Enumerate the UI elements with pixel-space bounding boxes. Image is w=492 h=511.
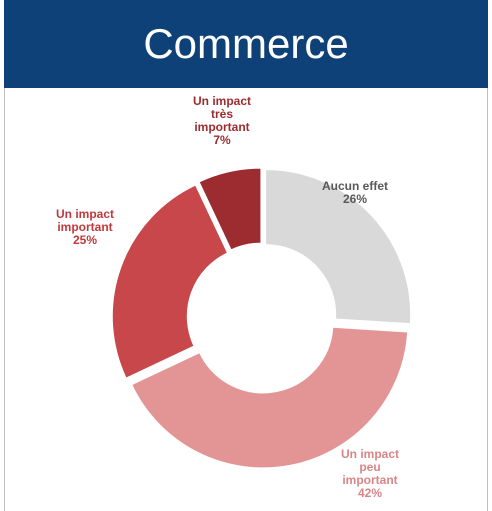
- slice-value: 25%: [72, 233, 98, 247]
- donut-slice: [131, 326, 409, 469]
- donut-slice: [265, 169, 412, 325]
- chart-title: Commerce: [4, 0, 488, 88]
- slice-value: 42%: [357, 486, 383, 500]
- slice-value: 26%: [342, 192, 368, 206]
- chart-panel: [4, 88, 488, 511]
- donut-slice: [111, 184, 229, 379]
- slice-label: Un impact important: [55, 207, 114, 234]
- slice-label: Aucun effet: [322, 179, 388, 193]
- slice-label: Un impact peu important: [340, 447, 399, 487]
- donut-slice: [198, 167, 262, 251]
- slice-value: 7%: [213, 133, 231, 147]
- slice-label: Un impact très important: [192, 94, 251, 134]
